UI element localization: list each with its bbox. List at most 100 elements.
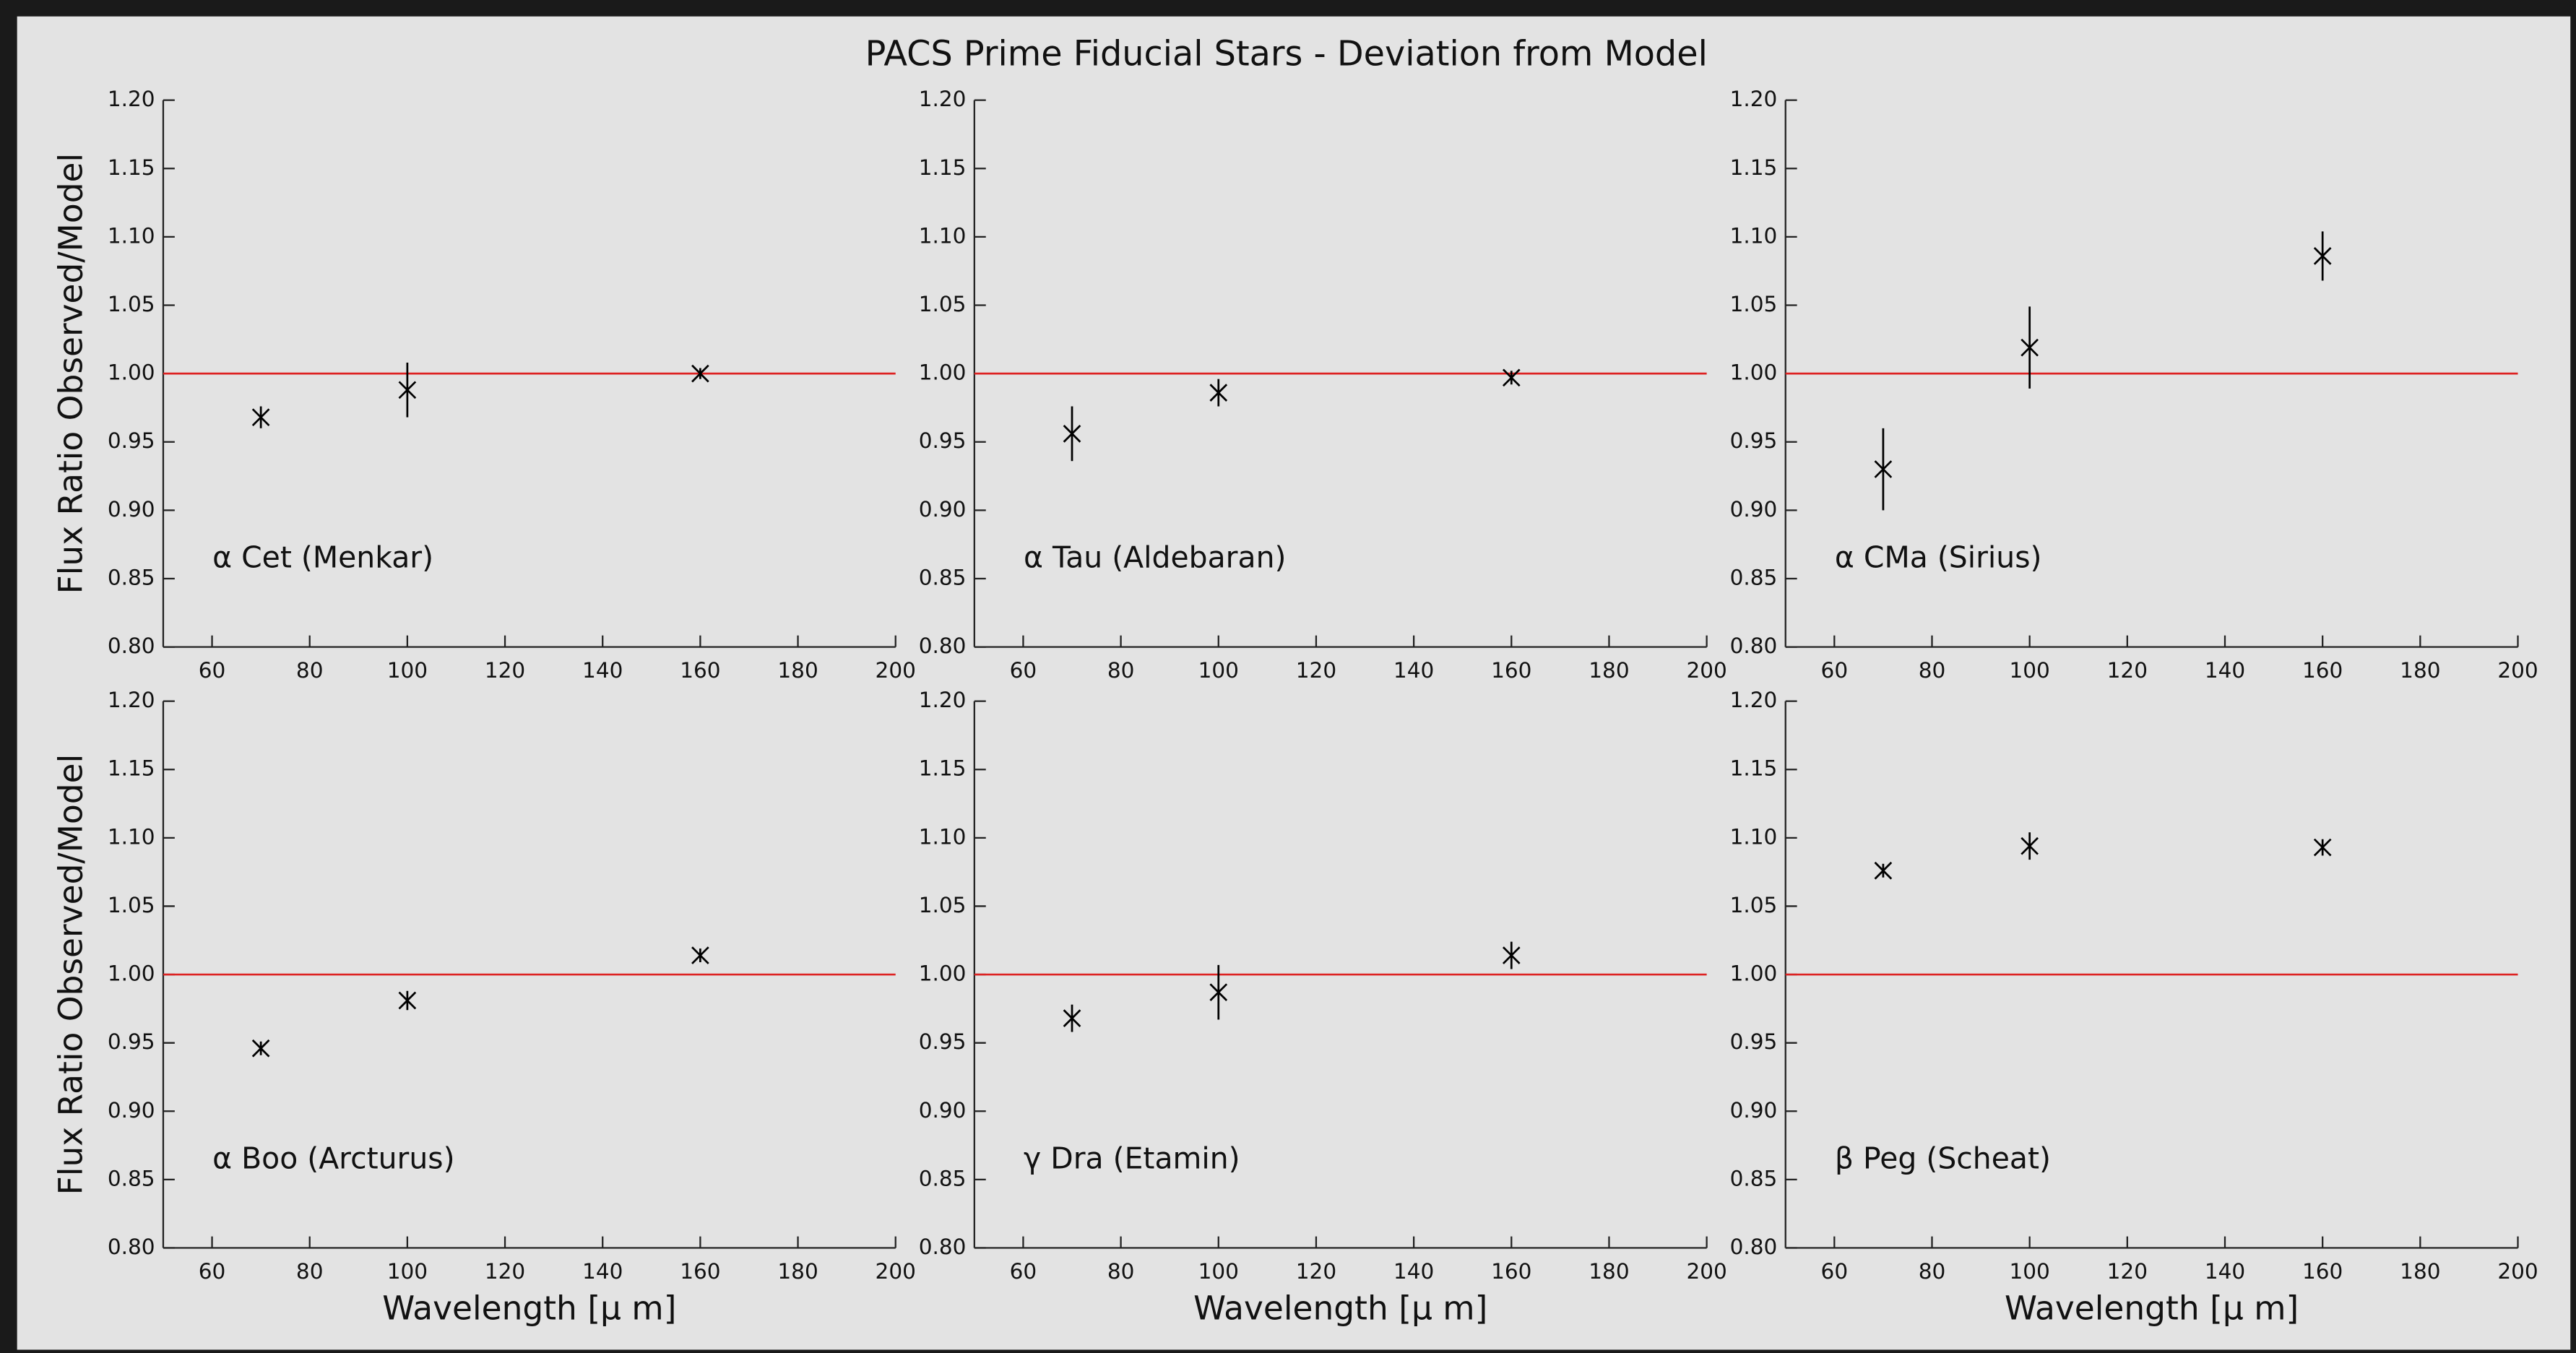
x-tick-label: 80 xyxy=(296,658,324,683)
y-tick-label: 0.80 xyxy=(919,634,967,658)
x-tick-label: 160 xyxy=(680,1259,720,1284)
y-tick-label: 0.95 xyxy=(919,428,967,453)
y-tick-label: 1.00 xyxy=(919,961,967,986)
y-tick-label: 1.05 xyxy=(919,292,967,316)
y-tick-label: 1.00 xyxy=(108,360,155,385)
x-tick-label: 200 xyxy=(2497,1259,2538,1284)
x-tick-label: 180 xyxy=(2400,1259,2440,1284)
y-tick-label: 0.90 xyxy=(1730,497,1778,522)
x-tick-label: 60 xyxy=(1010,1259,1037,1284)
x-tick-label: 80 xyxy=(1919,658,1946,683)
marker xyxy=(1874,861,1893,880)
x-tick-label: 180 xyxy=(1589,1259,1629,1284)
y-tick-label: 0.90 xyxy=(108,497,155,522)
y-tick-label: 1.10 xyxy=(1730,824,1778,849)
x-tick-label: 160 xyxy=(1491,1259,1531,1284)
y-tick-label: 0.85 xyxy=(108,1166,155,1190)
panel-annotation: α Boo (Arcturus) xyxy=(212,1141,454,1175)
x-tick-label: 180 xyxy=(1589,658,1629,683)
x-tick-label: 160 xyxy=(1491,658,1531,683)
marker xyxy=(1209,983,1228,1001)
x-tick-label: 120 xyxy=(2107,658,2148,683)
x-tick-label: 180 xyxy=(777,658,818,683)
y-tick-label: 1.20 xyxy=(108,87,155,111)
marker xyxy=(1874,460,1893,478)
x-tick-label: 120 xyxy=(2107,1259,2148,1284)
panel-annotation: β Peg (Scheat) xyxy=(1835,1141,2051,1175)
x-tick-label: 100 xyxy=(2009,658,2049,683)
y-axis-label: Flux Ratio Observed/Model xyxy=(51,754,90,1196)
x-tick-label: 60 xyxy=(1821,1259,1849,1284)
marker xyxy=(1502,946,1521,964)
y-tick-label: 0.80 xyxy=(919,1235,967,1259)
y-tick-label: 0.85 xyxy=(919,1166,967,1190)
panel-annotation: α Cet (Menkar) xyxy=(212,540,433,574)
x-tick-label: 120 xyxy=(485,1259,525,1284)
x-tick-label: 120 xyxy=(1296,658,1336,683)
x-tick-label: 180 xyxy=(777,1259,818,1284)
y-tick-label: 1.05 xyxy=(108,893,155,917)
x-tick-label: 160 xyxy=(2302,1259,2343,1284)
y-tick-label: 0.95 xyxy=(108,1029,155,1054)
marker xyxy=(251,408,270,427)
y-tick-label: 1.15 xyxy=(108,155,155,180)
y-tick-label: 1.15 xyxy=(108,756,155,781)
y-tick-label: 0.90 xyxy=(919,497,967,522)
x-tick-label: 80 xyxy=(1107,658,1135,683)
marker xyxy=(2020,837,2039,855)
y-tick-label: 0.80 xyxy=(1730,1235,1778,1259)
x-tick-label: 60 xyxy=(199,658,226,683)
x-axis-label: Wavelength [μ m] xyxy=(382,1289,676,1327)
marker xyxy=(691,364,709,383)
x-tick-label: 60 xyxy=(199,1259,226,1284)
y-tick-label: 0.80 xyxy=(108,1235,155,1259)
y-tick-label: 1.00 xyxy=(108,961,155,986)
x-tick-label: 200 xyxy=(2497,658,2538,683)
x-axis-label: Wavelength [μ m] xyxy=(1193,1289,1487,1327)
x-tick-label: 100 xyxy=(1198,658,1239,683)
chart-title: PACS Prime Fiducial Stars - Deviation fr… xyxy=(865,34,1708,74)
y-tick-label: 0.90 xyxy=(1730,1098,1778,1123)
x-tick-label: 100 xyxy=(387,658,428,683)
y-tick-label: 0.95 xyxy=(1730,428,1778,453)
marker xyxy=(251,1039,270,1058)
marker xyxy=(398,991,417,1010)
marker xyxy=(398,381,417,399)
x-tick-label: 200 xyxy=(876,1259,916,1284)
marker xyxy=(1502,368,1521,387)
y-tick-label: 1.10 xyxy=(1730,223,1778,248)
y-tick-label: 1.10 xyxy=(108,223,155,248)
x-tick-label: 140 xyxy=(1393,1259,1434,1284)
x-tick-label: 100 xyxy=(2009,1259,2049,1284)
y-tick-label: 0.95 xyxy=(1730,1029,1778,1054)
x-tick-label: 140 xyxy=(2205,1259,2245,1284)
x-tick-label: 180 xyxy=(2400,658,2440,683)
slide-background xyxy=(17,16,2571,1350)
x-tick-label: 60 xyxy=(1821,658,1849,683)
x-tick-label: 140 xyxy=(2205,658,2245,683)
x-tick-label: 120 xyxy=(1296,1259,1336,1284)
y-tick-label: 1.05 xyxy=(1730,893,1778,917)
y-tick-label: 1.05 xyxy=(919,893,967,917)
y-tick-label: 0.95 xyxy=(108,428,155,453)
panel-annotation: α CMa (Sirius) xyxy=(1835,540,2042,574)
x-tick-label: 160 xyxy=(680,658,720,683)
x-tick-label: 80 xyxy=(296,1259,324,1284)
y-tick-label: 1.15 xyxy=(1730,756,1778,781)
y-tick-label: 1.20 xyxy=(919,688,967,712)
x-tick-label: 100 xyxy=(1198,1259,1239,1284)
marker xyxy=(1063,425,1081,443)
y-tick-label: 0.80 xyxy=(1730,634,1778,658)
marker xyxy=(2313,838,2332,857)
y-tick-label: 0.85 xyxy=(108,565,155,589)
y-tick-label: 1.05 xyxy=(1730,292,1778,316)
y-tick-label: 0.90 xyxy=(919,1098,967,1123)
x-tick-label: 140 xyxy=(1393,658,1434,683)
y-tick-label: 1.10 xyxy=(108,824,155,849)
y-tick-label: 1.15 xyxy=(1730,155,1778,180)
panel-annotation: α Tau (Aldebaran) xyxy=(1024,540,1286,574)
y-tick-label: 1.10 xyxy=(919,824,967,849)
x-tick-label: 60 xyxy=(1010,658,1037,683)
